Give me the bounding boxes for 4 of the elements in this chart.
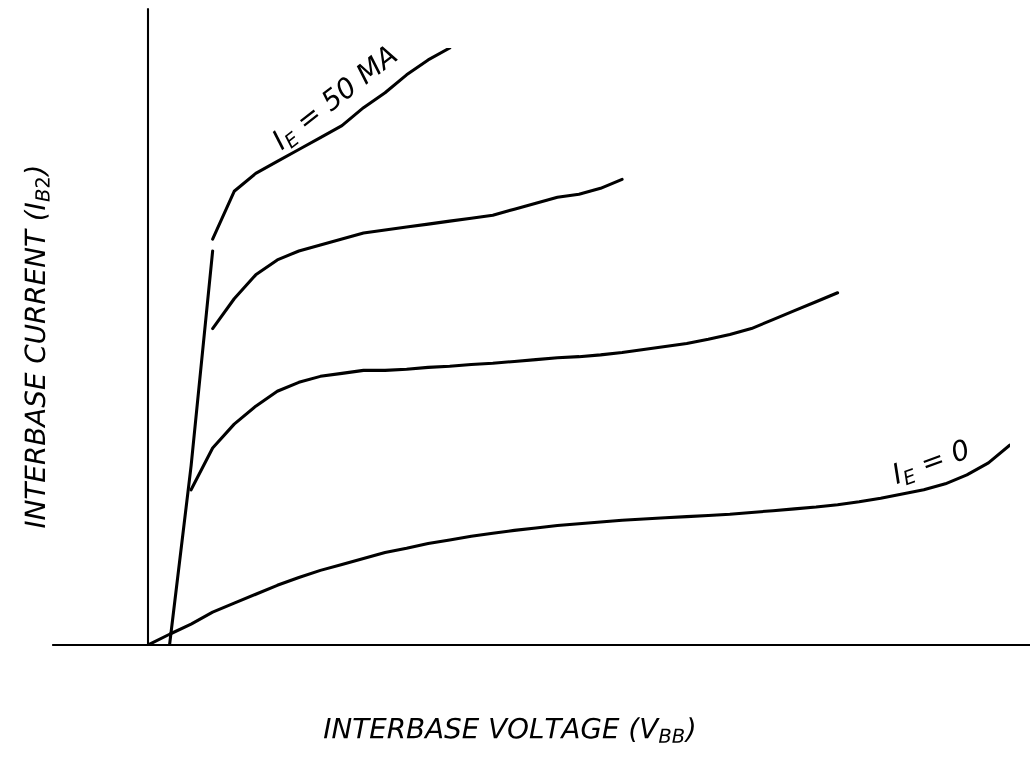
annotation: I$_{E}$ = 50 MA [269,43,401,154]
y-axis-title: INTERBASE CURRENT (I$_{B2}$) [23,167,50,528]
annotation: I$_{E}$ = 0 [890,437,972,489]
x-axis-title: INTERBASE VOLTAGE (V$_{BB}$) [323,717,694,743]
